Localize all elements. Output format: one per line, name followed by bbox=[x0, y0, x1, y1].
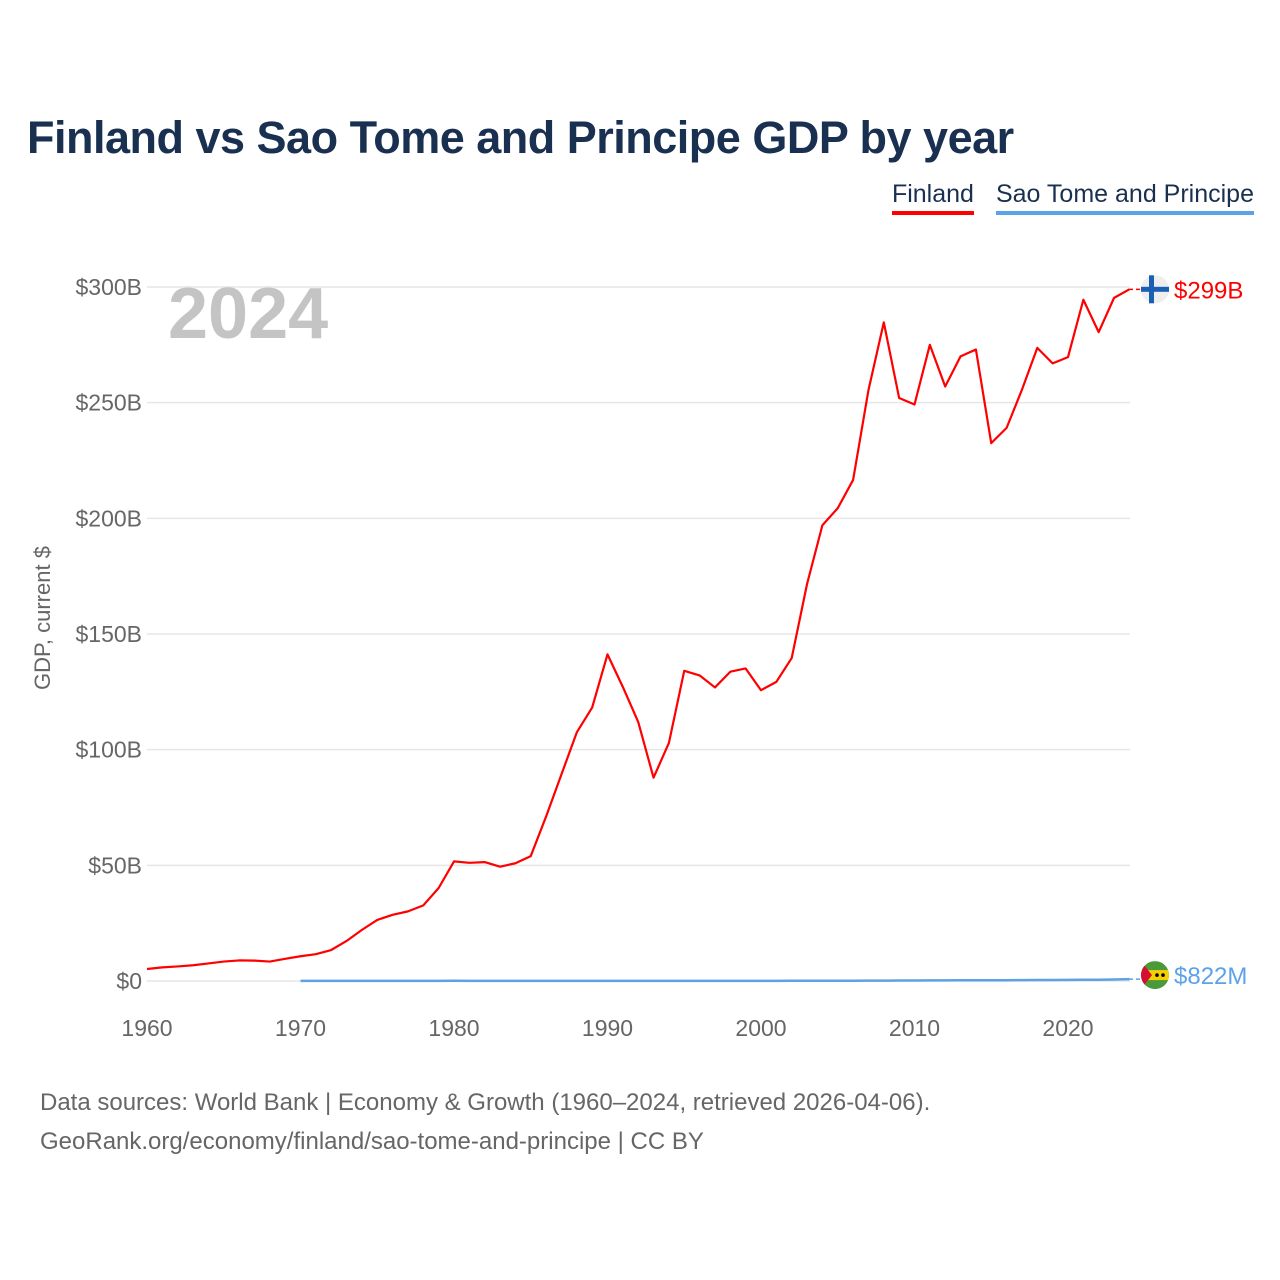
y-tick-label: $250B bbox=[75, 390, 142, 416]
y-tick-label: $100B bbox=[75, 737, 142, 763]
flag-red-triangle bbox=[1141, 961, 1152, 990]
finland-flag-cross-v bbox=[1149, 275, 1154, 304]
y-tick-label: $200B bbox=[75, 505, 142, 531]
flag-yellow bbox=[1141, 970, 1169, 981]
x-tick-label: 1990 bbox=[582, 1015, 633, 1041]
legend: Finland Sao Tome and Principe bbox=[891, 180, 1254, 215]
flag-star bbox=[1161, 973, 1165, 977]
y-tick-label: $0 bbox=[116, 968, 142, 994]
x-tick-label: 2020 bbox=[1042, 1015, 1093, 1041]
sao-tome-flag-icon bbox=[1141, 961, 1169, 990]
y-tick-label: $150B bbox=[75, 621, 142, 647]
x-tick-label: 2010 bbox=[889, 1015, 940, 1041]
finland-flag-cross-h bbox=[1141, 286, 1169, 292]
series-line-sao-tome bbox=[300, 977, 1130, 983]
x-tick-label: 1970 bbox=[275, 1015, 326, 1041]
y-tick-label: $300B bbox=[75, 274, 142, 300]
x-tick-label: 1960 bbox=[121, 1015, 172, 1041]
flag-star bbox=[1155, 973, 1159, 977]
legend-finland[interactable]: Finland bbox=[891, 180, 974, 215]
source-line-2[interactable]: GeoRank.org/economy/finland/sao-tome-and… bbox=[40, 1128, 704, 1155]
chart-title: Finland vs Sao Tome and Principe GDP by … bbox=[27, 112, 1014, 163]
legend-sao-tome[interactable]: Sao Tome and Principe bbox=[995, 180, 1254, 215]
y-tick-label: $50B bbox=[88, 852, 142, 878]
source-note: Data sources: World Bank | Economy & Gro… bbox=[40, 1083, 930, 1161]
y-axis-label: GDP, current $ bbox=[30, 546, 55, 690]
end-value-label: $822M bbox=[1174, 963, 1247, 990]
x-tick-label: 2000 bbox=[735, 1015, 786, 1041]
x-tick-label: 1980 bbox=[428, 1015, 479, 1041]
source-line-1: Data sources: World Bank | Economy & Gro… bbox=[40, 1089, 931, 1116]
series-line-finland bbox=[146, 288, 1130, 971]
year-watermark: 2024 bbox=[168, 274, 328, 354]
end-value-label: $299B bbox=[1174, 277, 1243, 304]
